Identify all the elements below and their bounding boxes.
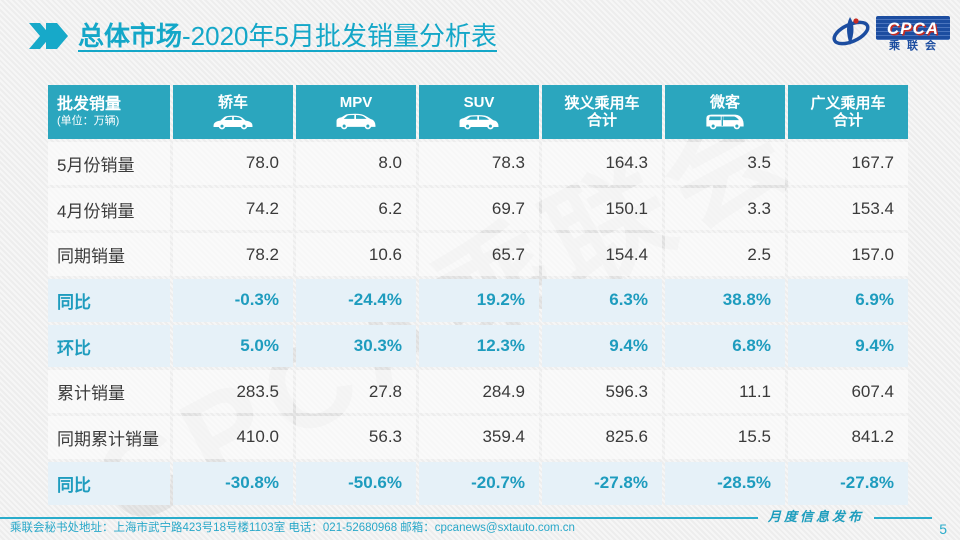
cpca-swoosh-icon (832, 17, 870, 46)
value-cell: 596.3 (542, 370, 662, 414)
release-label: 月度信息发布 (767, 510, 864, 525)
suv-icon (457, 112, 501, 130)
value-cell: -20.7% (419, 461, 539, 505)
value-cell: 78.0 (173, 142, 293, 185)
value-cell: 78.3 (419, 142, 539, 185)
value-cell: 12.3% (419, 324, 539, 368)
value-cell: 167.7 (788, 142, 908, 185)
value-cell: 3.3 (665, 187, 785, 231)
mpv-icon (334, 112, 378, 130)
value-cell: 841.2 (788, 416, 908, 459)
value-cell: 154.4 (542, 233, 662, 277)
value-cell: 9.4% (788, 324, 908, 368)
value-cell: 65.7 (419, 233, 539, 277)
minivan-icon (703, 112, 747, 130)
value-cell: 3.5 (665, 142, 785, 185)
row-label: 同比 (48, 461, 170, 505)
value-cell: 157.0 (788, 233, 908, 277)
value-cell: -27.8% (542, 461, 662, 505)
value-cell: 410.0 (173, 416, 293, 459)
row-label: 同期累计销量 (48, 416, 170, 459)
sales-table: 批发销量 (单位：万辆) 轿车 MPV SUV 狭义乘用车 合计 微客 广义乘用车 合计 5月份销量… (48, 85, 908, 505)
page-title-rest: -2020年5月批发销量分析表 (182, 21, 497, 51)
cpca-logo-cn-name: 乘联会 (889, 40, 943, 52)
column-header-label: SUV (463, 93, 495, 111)
value-cell: 10.6 (296, 233, 416, 277)
value-cell: 69.7 (419, 187, 539, 231)
column-header: MPV (296, 85, 416, 139)
column-header: 轿车 (173, 85, 293, 139)
value-cell: 359.4 (419, 416, 539, 459)
double-chevron-icon (29, 23, 68, 50)
value-cell: 74.2 (173, 187, 293, 231)
column-header-label2: 合计 (832, 112, 863, 129)
column-header: 微客 (665, 85, 785, 139)
release-row: 月度信息发布 (0, 511, 932, 524)
value-cell: -0.3% (173, 279, 293, 322)
value-cell: 11.1 (665, 370, 785, 414)
table-corner-unit: (单位：万辆) (57, 114, 120, 127)
table-corner-title: 批发销量 (57, 96, 122, 114)
value-cell: 9.4% (542, 324, 662, 368)
value-cell: 27.8 (296, 370, 416, 414)
value-cell: 19.2% (419, 279, 539, 322)
row-label: 环比 (48, 324, 170, 368)
column-header: 广义乘用车 合计 (788, 85, 908, 139)
value-cell: 284.9 (419, 370, 539, 414)
value-cell: -28.5% (665, 461, 785, 505)
value-cell: 153.4 (788, 187, 908, 231)
footer-address: 乘联会秘书处地址：上海市武宁路423号18号楼1103室 电话：021-5268… (10, 522, 575, 534)
value-cell: 150.1 (542, 187, 662, 231)
value-cell: 56.3 (296, 416, 416, 459)
value-cell: 607.4 (788, 370, 908, 414)
page-title-bold: 总体市场 (78, 21, 183, 51)
column-header-label: 轿车 (217, 93, 248, 111)
value-cell: 5.0% (173, 324, 293, 368)
column-header-label: MPV (339, 93, 373, 111)
column-header-label: 广义乘用车 (810, 94, 886, 112)
value-cell: -50.6% (296, 461, 416, 505)
page-number: 5 (939, 521, 947, 537)
column-header-label2: 合计 (586, 112, 617, 129)
page-title-row: 总体市场-2020年5月批发销量分析表 (28, 22, 497, 51)
value-cell: 6.9% (788, 279, 908, 322)
row-label: 同比 (48, 279, 170, 322)
value-cell: -27.8% (788, 461, 908, 505)
value-cell: 38.8% (665, 279, 785, 322)
row-label: 累计销量 (48, 370, 170, 414)
table-corner-header: 批发销量 (单位：万辆) (48, 85, 170, 139)
row-label: 4月份销量 (48, 187, 170, 231)
column-header: SUV (419, 85, 539, 139)
footer-rule-right (874, 516, 932, 519)
cpca-logo-box: CPCA (876, 16, 950, 40)
value-cell: 15.5 (665, 416, 785, 459)
cpca-logo-abbr: CPCA (886, 18, 940, 38)
footer-rule-left (0, 516, 758, 519)
value-cell: 6.8% (665, 324, 785, 368)
value-cell: -30.8% (173, 461, 293, 505)
value-cell: 283.5 (173, 370, 293, 414)
value-cell: -24.4% (296, 279, 416, 322)
column-header: 狭义乘用车 合计 (542, 85, 662, 139)
value-cell: 6.3% (542, 279, 662, 322)
column-header-label: 狭义乘用车 (564, 94, 640, 112)
value-cell: 164.3 (542, 142, 662, 185)
value-cell: 30.3% (296, 324, 416, 368)
value-cell: 6.2 (296, 187, 416, 231)
row-label: 同期销量 (48, 233, 170, 277)
column-header-label: 微客 (709, 93, 740, 111)
value-cell: 2.5 (665, 233, 785, 277)
sedan-icon (211, 112, 255, 130)
cpca-logo: CPCA 乘联会 (829, 12, 950, 56)
value-cell: 78.2 (173, 233, 293, 277)
row-label: 5月份销量 (48, 142, 170, 185)
page-title: 总体市场-2020年5月批发销量分析表 (78, 22, 497, 51)
value-cell: 8.0 (296, 142, 416, 185)
value-cell: 825.6 (542, 416, 662, 459)
